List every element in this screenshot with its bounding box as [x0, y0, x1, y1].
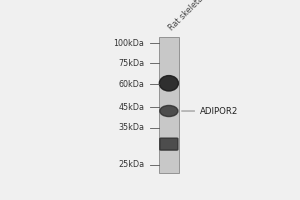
Bar — [159, 37, 179, 173]
Text: 45kDa: 45kDa — [118, 103, 145, 112]
Text: 35kDa: 35kDa — [118, 123, 145, 132]
FancyBboxPatch shape — [160, 138, 178, 150]
Text: 25kDa: 25kDa — [118, 160, 145, 169]
Ellipse shape — [159, 76, 178, 91]
Text: Rat skeletal muscle: Rat skeletal muscle — [167, 0, 229, 32]
Text: 100kDa: 100kDa — [114, 39, 145, 48]
Text: 60kDa: 60kDa — [118, 80, 145, 89]
Ellipse shape — [160, 105, 178, 117]
Text: ADIPOR2: ADIPOR2 — [182, 107, 238, 116]
Text: 75kDa: 75kDa — [118, 59, 145, 68]
